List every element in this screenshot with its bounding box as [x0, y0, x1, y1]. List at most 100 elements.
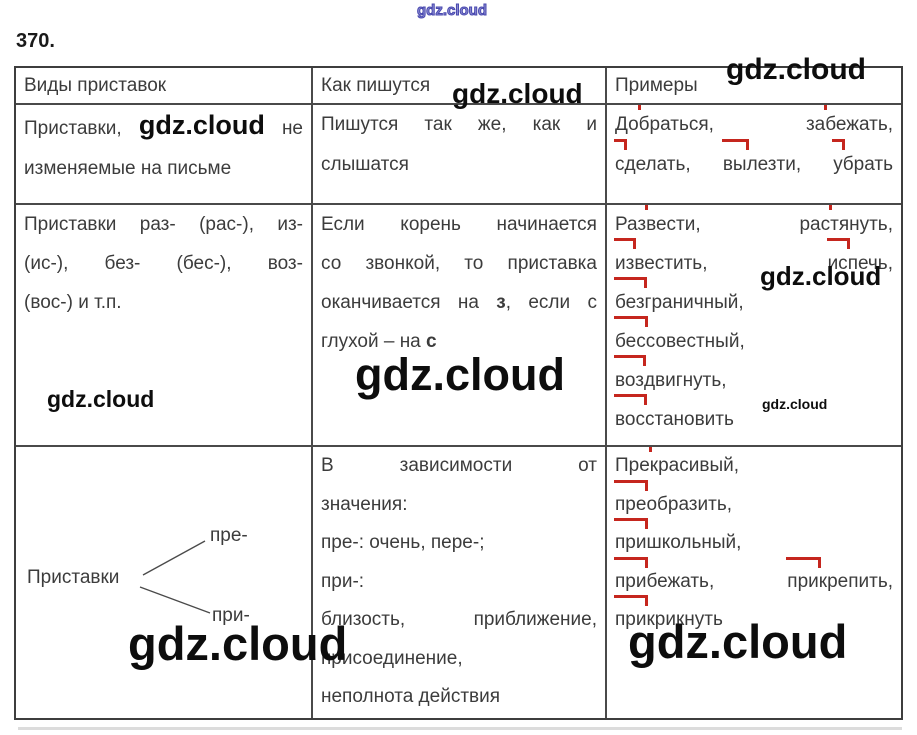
- cell-r2c2: Если корень начинается со звонкой, то пр…: [313, 205, 607, 447]
- fork-branch-pre: пре-: [210, 525, 248, 546]
- text-line: неполнота действия: [321, 686, 501, 707]
- cell-r1c2: Пишутся так же, как и слышатся: [313, 105, 607, 205]
- text-token: Приставки: [24, 214, 117, 235]
- text-line: Пишутся так же, как и: [321, 105, 597, 145]
- text-token: если: [528, 292, 571, 313]
- text-token: глухой – на: [321, 331, 421, 352]
- text-token: на: [457, 292, 479, 313]
- prefix-mark: бес: [614, 316, 648, 361]
- word-rest: школьный,: [646, 532, 742, 553]
- prefix-mark: у: [832, 139, 845, 185]
- word-rest: брать: [842, 154, 893, 175]
- text-line: воздвигнуть,: [614, 355, 893, 400]
- prefix-mark: ис: [826, 238, 850, 283]
- prefix-mark: воз: [614, 355, 646, 400]
- word-rest: браться,: [638, 114, 714, 135]
- prefix-mark: Пре: [615, 447, 652, 486]
- header-cell-spelling: Как пишутся: [313, 68, 607, 105]
- prefix-word: прибежать,: [613, 556, 715, 602]
- word-rest: бежать,: [825, 114, 893, 135]
- cell-r2c3: Развести, растянуть, известить, испечь, …: [607, 205, 901, 447]
- fork-lines: [139, 540, 211, 614]
- text-token: приставка: [507, 253, 597, 274]
- text-token: Приставки,: [24, 118, 122, 139]
- text-token: Пишутся: [321, 114, 399, 135]
- text-token: (ис-),: [24, 253, 69, 274]
- watermark: gdz.cloud: [138, 110, 265, 140]
- header-label: Виды приставок: [24, 75, 167, 96]
- prefix-mark: при: [613, 518, 649, 563]
- word-rest: граничный,: [644, 292, 744, 313]
- text-line: преобразить,: [613, 479, 893, 525]
- text-token: без-: [104, 253, 141, 274]
- prefix-mark: пре: [613, 479, 649, 525]
- text-token: и: [586, 114, 597, 135]
- prefix-word: вылезти,: [721, 139, 802, 185]
- text-line: со звонкой, то приставка: [321, 244, 597, 283]
- text-line: Добраться, забежать,: [615, 105, 893, 145]
- prefix-mark: До: [615, 105, 641, 145]
- word-rest: образить,: [646, 493, 733, 515]
- text-token: Если: [321, 214, 365, 235]
- watermark-blue: gdz.cloud: [417, 2, 488, 19]
- word-rest: крепить,: [818, 570, 893, 592]
- text-token: из-: [277, 214, 303, 235]
- cell-r3c1: Приставки пре- при-: [16, 447, 313, 718]
- text-token: оканчивается: [321, 292, 441, 313]
- cell-r3c2: В зависимости от значения: пре-: очень, …: [313, 447, 607, 718]
- fork-root-label: Приставки: [27, 567, 120, 588]
- text-line: слышатся: [321, 154, 409, 175]
- header-cell-examples: Примеры: [607, 68, 901, 105]
- word-rest: вестить,: [634, 253, 708, 274]
- text-line: значения:: [321, 493, 408, 515]
- prefix-word: Добраться,: [615, 105, 714, 145]
- prefix-word: Развести,: [615, 205, 701, 244]
- text-line: известить, испечь,: [613, 238, 893, 283]
- header-cell-types: Виды приставок: [16, 68, 313, 105]
- text-line: бессовестный,: [614, 316, 893, 361]
- word-rest: становить: [644, 409, 734, 430]
- text-line: Если корень начинается: [321, 205, 597, 244]
- word-rest: двигнуть,: [643, 370, 727, 391]
- text-line: Приставки раз- (рас-), из-: [24, 205, 303, 244]
- text-token: не: [281, 118, 303, 139]
- word-rest: лезти,: [746, 154, 802, 175]
- cell-r1c1: Приставки, gdz.cloud не изменяемые на пи…: [16, 105, 313, 205]
- text-token: то: [464, 253, 484, 274]
- text-line: при-:: [321, 570, 365, 592]
- watermark: gdz.cloud: [628, 615, 848, 668]
- text-token: (бес-),: [176, 253, 232, 274]
- word-rest: тянуть,: [830, 214, 893, 235]
- text-line: безграничный,: [614, 277, 893, 322]
- prefix-word: безграничный,: [614, 277, 744, 313]
- word-rest: бежать,: [646, 570, 715, 592]
- text-token: с: [587, 292, 597, 313]
- word-rest: красивый,: [649, 455, 739, 476]
- text-line: Прекрасивый,: [615, 447, 893, 486]
- text-token: з,: [496, 283, 511, 322]
- prefix-word: убрать: [832, 139, 893, 185]
- text-line: Приставки, gdz.cloud не: [24, 105, 303, 149]
- word-rest: совестный,: [645, 331, 745, 352]
- text-token: зависимости: [399, 455, 513, 476]
- prefix-word: бессовестный,: [614, 316, 745, 352]
- prefix-word: преобразить,: [613, 479, 733, 515]
- page-shadow: [18, 727, 902, 730]
- prefix-word: Прекрасивый,: [615, 447, 739, 476]
- watermark: gdz.cloud: [760, 261, 882, 291]
- prefix-word: забежать,: [806, 105, 893, 145]
- text-line: пре-: очень, пере-;: [321, 532, 485, 553]
- prefix-word: испечь,: [826, 238, 893, 283]
- watermark: gdz.cloud: [47, 386, 155, 412]
- text-line: оканчивается на з, если с: [321, 283, 597, 322]
- text-token: воз-: [267, 253, 303, 274]
- text-line: (ис-), без- (бес-), воз-: [24, 244, 303, 283]
- bold-letter: з: [496, 292, 506, 313]
- prefix-word: растянуть,: [799, 205, 893, 244]
- text-token: начинается: [496, 214, 597, 235]
- exercise-number: 370.: [16, 30, 55, 52]
- header-label: Примеры: [615, 75, 698, 96]
- watermark: gdz.cloud: [128, 617, 348, 670]
- bold-letter: с: [426, 331, 437, 352]
- prefix-table: Виды приставок Как пишутся Примеры Прист…: [14, 66, 903, 720]
